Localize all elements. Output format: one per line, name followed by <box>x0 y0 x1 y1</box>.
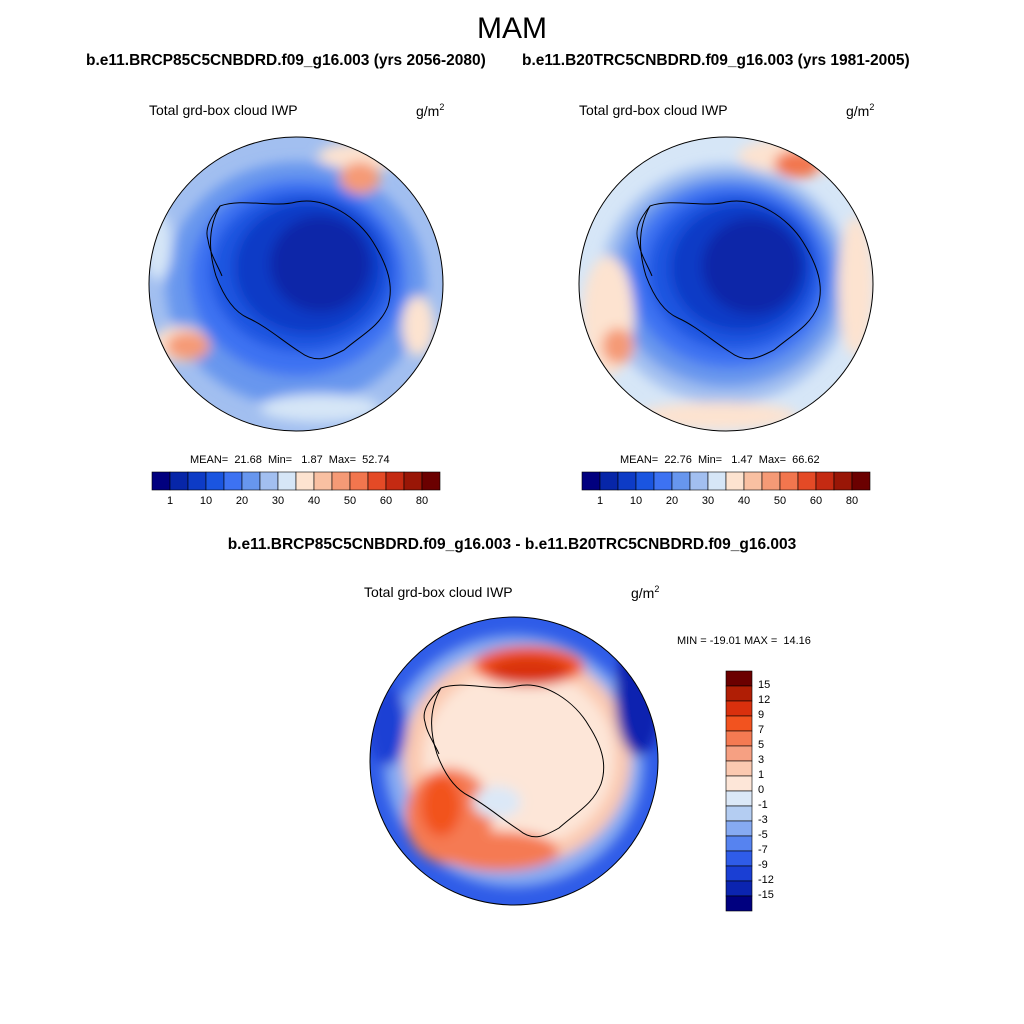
colorbar-swatch <box>707 471 727 491</box>
colorbar-tick-label: 10 <box>199 495 213 507</box>
colorbar-swatch <box>689 471 709 491</box>
colorbar-swatch <box>725 835 753 852</box>
colorbar-swatch <box>725 730 753 747</box>
colorbar-tick-label: 15 <box>758 679 771 691</box>
colorbar-tick-label: -12 <box>758 874 774 886</box>
colorbar-swatch <box>331 471 351 491</box>
panel1-map <box>148 136 444 432</box>
colorbar-swatch <box>851 471 871 491</box>
colorbar-swatch <box>617 471 637 491</box>
colorbar-swatch <box>367 471 387 491</box>
colorbar-swatch <box>295 471 315 491</box>
colorbar-swatch <box>635 471 655 491</box>
colorbar-swatch <box>815 471 835 491</box>
panel3-units: g/m2 <box>631 584 660 601</box>
difference-title: b.e11.BRCP85C5CNBDRD.f09_g16.003 - b.e11… <box>227 536 797 553</box>
panel2-units: g/m2 <box>846 102 875 119</box>
colorbar-swatch <box>725 880 753 897</box>
colorbar-swatch <box>151 471 171 491</box>
colorbar-swatch <box>761 471 781 491</box>
colorbar-tick-label: 5 <box>758 739 765 751</box>
colorbar-tick-label: 1 <box>596 495 604 507</box>
colorbar-tick-label: 40 <box>307 495 321 507</box>
colorbar-swatch <box>725 790 753 807</box>
colorbar-tick-label: 50 <box>773 495 787 507</box>
colorbar-swatch <box>205 471 225 491</box>
panel3-map <box>369 616 659 906</box>
panel2-stats: MEAN= 22.76 Min= 1.47 Max= 66.62 <box>620 454 820 466</box>
panel3-stats: MIN = -19.01 MAX = 14.16 <box>677 635 811 647</box>
colorbar-swatch <box>349 471 369 491</box>
colorbar-tick-label: 80 <box>415 495 429 507</box>
panel1-units: g/m2 <box>416 102 445 119</box>
colorbar-tick-label: -1 <box>758 799 768 811</box>
colorbar-swatch <box>259 471 279 491</box>
colorbar-swatch <box>223 471 243 491</box>
colorbar-swatch <box>797 471 817 491</box>
colorbar-swatch <box>725 670 753 687</box>
colorbar-swatch <box>725 471 745 491</box>
season-title: MAM <box>477 12 547 45</box>
colorbar-tick-label: 60 <box>809 495 823 507</box>
colorbar-swatch <box>725 850 753 867</box>
colorbar-tick-label: 1 <box>166 495 174 507</box>
colorbar-swatch <box>725 760 753 777</box>
colorbar-tick-label: -3 <box>758 814 768 826</box>
panel3-colorbar <box>725 670 753 912</box>
panel1-stats: MEAN= 21.68 Min= 1.87 Max= 52.74 <box>190 454 390 466</box>
colorbar-swatch <box>779 471 799 491</box>
colorbar-tick-label: 20 <box>235 495 249 507</box>
colorbar-tick-label: 3 <box>758 754 765 766</box>
colorbar-tick-label: 20 <box>665 495 679 507</box>
colorbar-tick-label: -5 <box>758 829 768 841</box>
panel2-variable: Total grd-box cloud IWP <box>579 102 728 118</box>
colorbar-swatch <box>169 471 189 491</box>
colorbar-swatch <box>403 471 423 491</box>
colorbar-swatch <box>277 471 297 491</box>
colorbar-tick-label: 80 <box>845 495 859 507</box>
colorbar-swatch <box>581 471 601 491</box>
colorbar-tick-label: 7 <box>758 724 765 736</box>
colorbar-tick-label: 0 <box>758 784 765 796</box>
colorbar-swatch <box>653 471 673 491</box>
colorbar-swatch <box>313 471 333 491</box>
colorbar-swatch <box>725 805 753 822</box>
colorbar-swatch <box>599 471 619 491</box>
colorbar-tick-label: 9 <box>758 709 765 721</box>
colorbar-swatch <box>421 471 441 491</box>
colorbar-swatch <box>725 715 753 732</box>
colorbar-tick-label: -15 <box>758 889 774 901</box>
panel1-variable: Total grd-box cloud IWP <box>149 102 298 118</box>
colorbar-swatch <box>725 820 753 837</box>
colorbar-tick-label: 50 <box>343 495 357 507</box>
colorbar-tick-label: 1 <box>758 769 765 781</box>
colorbar-tick-label: 40 <box>737 495 751 507</box>
colorbar-tick-label: -7 <box>758 844 768 856</box>
colorbar-swatch <box>725 745 753 762</box>
colorbar-tick-label: 10 <box>629 495 643 507</box>
panel3-variable: Total grd-box cloud IWP <box>364 584 513 600</box>
colorbar-swatch <box>725 700 753 717</box>
colorbar-tick-label: 30 <box>701 495 715 507</box>
colorbar-tick-label: 60 <box>379 495 393 507</box>
colorbar-swatch <box>241 471 261 491</box>
colorbar-swatch <box>725 775 753 792</box>
colorbar-swatch <box>671 471 691 491</box>
colorbar-swatch <box>833 471 853 491</box>
colorbar-swatch <box>385 471 405 491</box>
case1-title: b.e11.BRCP85C5CNBDRD.f09_g16.003 (yrs 20… <box>86 52 486 69</box>
colorbar-tick-label: -9 <box>758 859 768 871</box>
colorbar-swatch <box>725 865 753 882</box>
colorbar-swatch <box>187 471 207 491</box>
panel2-colorbar <box>581 471 871 491</box>
colorbar-tick-label: 12 <box>758 694 771 706</box>
colorbar-tick-label: 30 <box>271 495 285 507</box>
panel1-colorbar <box>151 471 441 491</box>
panel2-map <box>578 136 874 432</box>
colorbar-swatch <box>743 471 763 491</box>
colorbar-swatch <box>725 685 753 702</box>
colorbar-swatch <box>725 895 753 912</box>
case2-title: b.e11.B20TRC5CNBDRD.f09_g16.003 (yrs 198… <box>522 52 910 69</box>
